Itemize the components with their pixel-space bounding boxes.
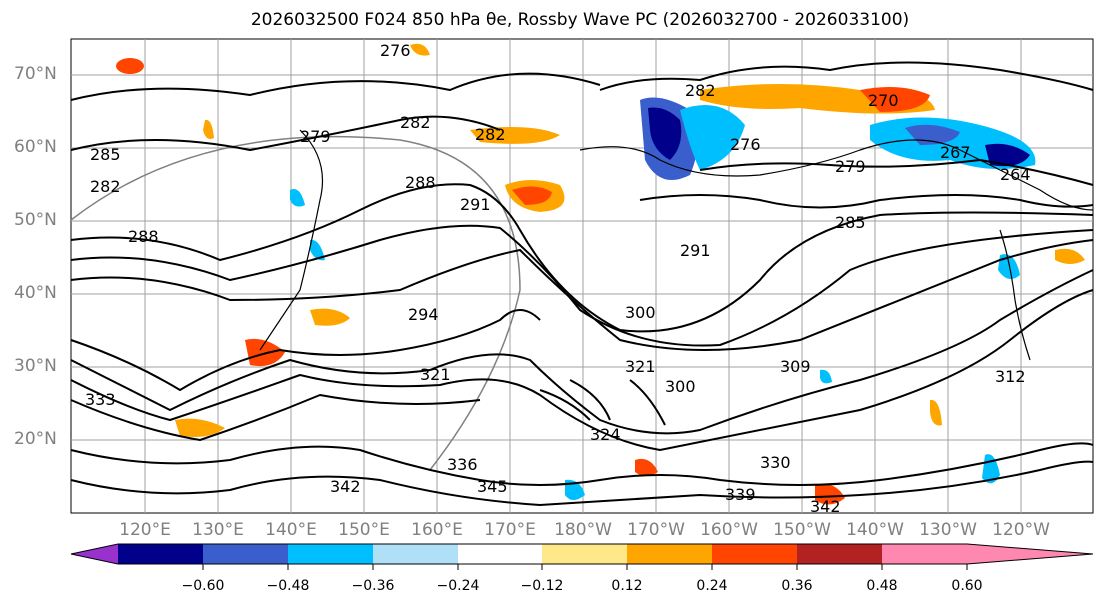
colorbar-bin bbox=[288, 544, 373, 564]
contour-label: 339 bbox=[725, 485, 756, 504]
contour-label: 276 bbox=[380, 41, 411, 60]
contour-label: 309 bbox=[780, 357, 811, 376]
contour-label: 330 bbox=[760, 453, 791, 472]
contour-label: 282 bbox=[685, 81, 716, 100]
longitude-label: 120°W bbox=[992, 520, 1050, 540]
map-panel: 276 279 282 282 282 285 285 288 288 291 … bbox=[70, 38, 1094, 516]
wave-path bbox=[70, 135, 521, 471]
longitude-label: 180°W bbox=[554, 520, 612, 540]
map-frame bbox=[70, 38, 1094, 514]
colorbar-bin bbox=[203, 544, 288, 564]
longitude-label: 160°W bbox=[700, 520, 758, 540]
colorbar-tick-label: −0.36 bbox=[351, 578, 395, 594]
contour-label: 291 bbox=[460, 195, 491, 214]
contour-label: 333 bbox=[85, 390, 116, 409]
graticule bbox=[71, 39, 1093, 513]
colorbar-bin bbox=[542, 544, 627, 564]
longitude-label: 130°E bbox=[192, 520, 244, 540]
longitude-label: 170°E bbox=[484, 520, 536, 540]
colorbar-bin bbox=[373, 544, 458, 564]
contour-label: 285 bbox=[835, 213, 866, 232]
longitude-label: 140°W bbox=[846, 520, 904, 540]
contour-label: 294 bbox=[408, 305, 439, 324]
latitude-label: 60°N bbox=[14, 137, 57, 157]
longitude-label: 160°E bbox=[411, 520, 463, 540]
longitude-label: 150°E bbox=[338, 520, 390, 540]
colorbar-extend-low bbox=[71, 544, 118, 564]
latitude-label: 40°N bbox=[14, 283, 57, 303]
contour-label: 282 bbox=[90, 177, 121, 196]
colorbar-bin bbox=[458, 544, 542, 564]
colorbar-tick-label: 0.24 bbox=[696, 578, 728, 594]
latitude-label: 30°N bbox=[14, 356, 57, 376]
colorbar-tick-label: 0.12 bbox=[611, 578, 643, 594]
latitude-label: 20°N bbox=[14, 429, 57, 449]
contour-label: 321 bbox=[420, 365, 451, 384]
contour-label: 300 bbox=[665, 377, 696, 396]
colorbar-bin bbox=[627, 544, 712, 564]
contour-label: 267 bbox=[940, 143, 971, 162]
colorbar-bin bbox=[118, 544, 203, 564]
longitude-label: 170°W bbox=[627, 520, 685, 540]
colorbar-tick-label: −0.12 bbox=[520, 578, 564, 594]
contour-label: 336 bbox=[447, 455, 478, 474]
contour-label: 279 bbox=[300, 127, 331, 146]
contour-label: 264 bbox=[1000, 165, 1031, 184]
coastlines bbox=[259, 129, 1094, 361]
contour-label: 282 bbox=[400, 113, 431, 132]
contour-label: 270 bbox=[868, 91, 899, 110]
colorbar-bin bbox=[882, 544, 967, 564]
colorbar-tick-label: −0.24 bbox=[436, 578, 480, 594]
contour-label-group: 276 279 282 282 282 285 285 288 288 291 … bbox=[85, 41, 1031, 516]
colorbar-tick-label: −0.48 bbox=[266, 578, 310, 594]
contour-label: 285 bbox=[90, 145, 121, 164]
longitude-label: 130°W bbox=[919, 520, 977, 540]
contour-label: 288 bbox=[128, 227, 159, 246]
contour-label: 342 bbox=[330, 477, 361, 496]
contour-label: 312 bbox=[995, 367, 1026, 386]
contour-label: 342 bbox=[810, 497, 841, 516]
contour-label: 291 bbox=[680, 241, 711, 260]
contour-label: 300 bbox=[625, 303, 656, 322]
map-title: 2026032500 F024 850 hPa θe, Rossby Wave … bbox=[250, 10, 910, 30]
longitude-label: 120°E bbox=[119, 520, 171, 540]
contour-label: 282 bbox=[475, 125, 506, 144]
theta-e-contours bbox=[70, 61, 1094, 507]
colorbar-tick-label: 0.36 bbox=[781, 578, 813, 594]
longitude-label: 140°E bbox=[265, 520, 317, 540]
anomaly-shading bbox=[116, 43, 1085, 505]
colorbar-extend-high bbox=[967, 544, 1093, 564]
colorbar-bin bbox=[712, 544, 797, 564]
contour-label: 324 bbox=[590, 425, 621, 444]
colorbar-tick-label: 0.48 bbox=[866, 578, 898, 594]
colorbar-tick-label: −0.60 bbox=[181, 578, 225, 594]
contour-label: 321 bbox=[625, 357, 656, 376]
colorbar bbox=[70, 543, 1094, 570]
contour-label: 345 bbox=[477, 477, 508, 496]
colorbar-bin bbox=[797, 544, 882, 564]
longitude-label: 150°W bbox=[773, 520, 831, 540]
latitude-label: 70°N bbox=[14, 64, 57, 84]
colorbar-tick-label: 0.60 bbox=[951, 578, 983, 594]
latitude-label: 50°N bbox=[14, 210, 57, 230]
contour-label: 288 bbox=[405, 173, 436, 192]
contour-label: 279 bbox=[835, 157, 866, 176]
contour-label: 276 bbox=[730, 135, 761, 154]
